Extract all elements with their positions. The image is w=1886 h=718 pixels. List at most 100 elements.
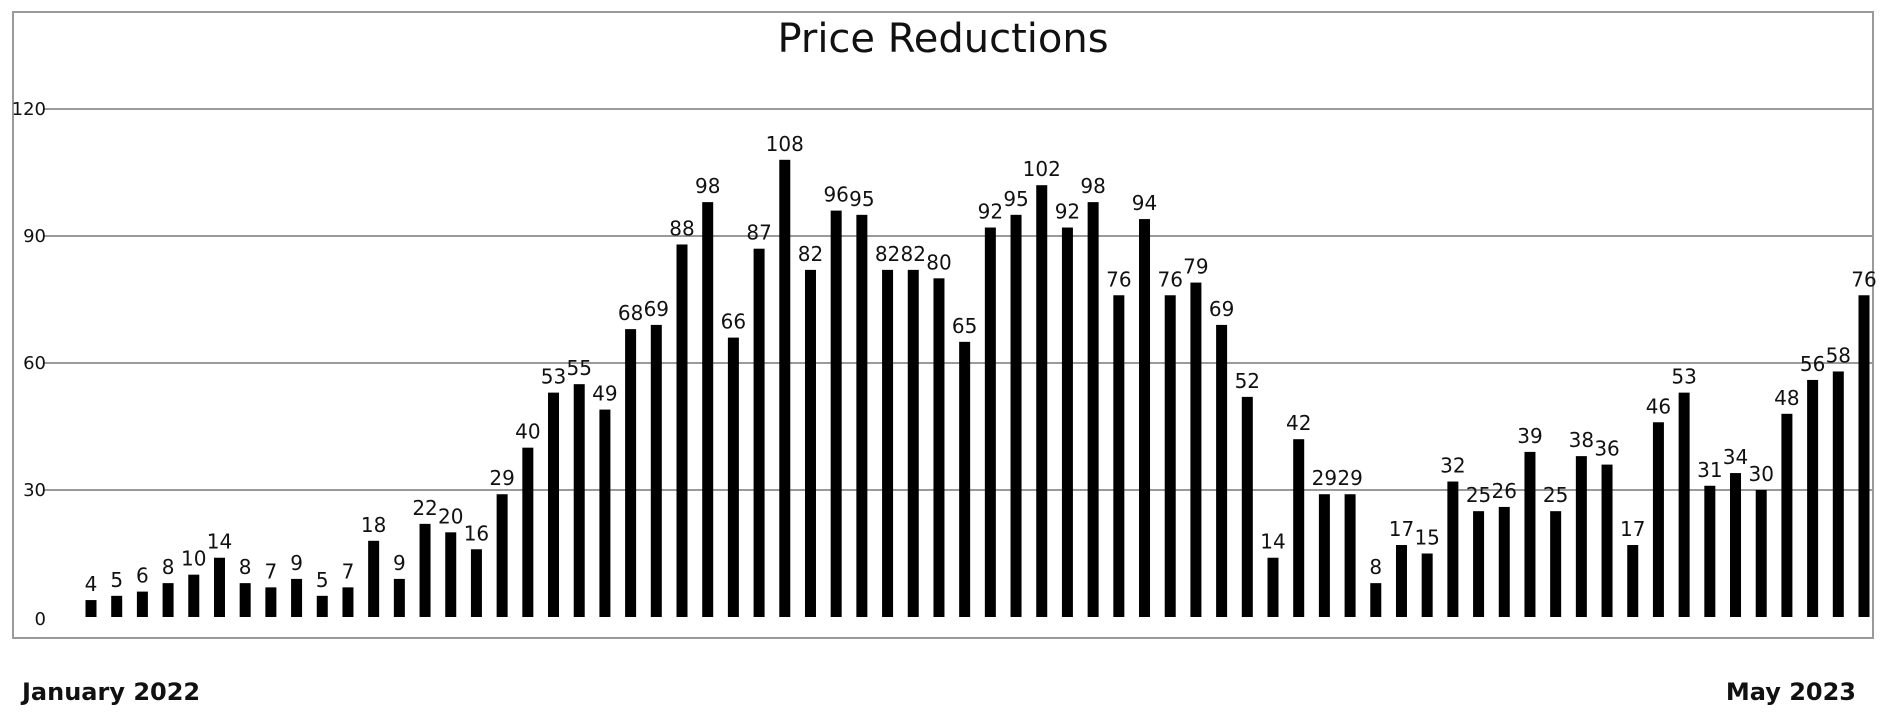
bar — [342, 587, 354, 617]
data-label: 69 — [1209, 297, 1234, 321]
data-label: 98 — [1080, 174, 1105, 198]
y-tick-label: 90 — [23, 226, 46, 247]
data-label: 82 — [798, 242, 823, 266]
bar — [625, 329, 637, 617]
bar — [676, 244, 688, 617]
bar — [1652, 422, 1664, 617]
bar — [1730, 473, 1742, 617]
bar — [445, 532, 457, 617]
data-label: 14 — [207, 530, 232, 554]
bar — [1755, 490, 1767, 617]
data-label: 8 — [162, 555, 175, 579]
bar — [702, 202, 714, 617]
bar — [804, 269, 816, 617]
data-label: 36 — [1594, 437, 1619, 461]
x-axis-end-label: May 2023 — [1725, 678, 1856, 706]
data-label: 76 — [1106, 267, 1131, 291]
data-label: 9 — [290, 551, 303, 575]
x-axis-start-label: January 2022 — [22, 678, 201, 706]
data-label: 82 — [875, 242, 900, 266]
bar — [1524, 451, 1536, 617]
data-label: 25 — [1543, 483, 1568, 507]
bar — [1318, 494, 1330, 617]
grid-lines — [44, 108, 1874, 491]
data-label: 30 — [1748, 462, 1773, 486]
data-label: 42 — [1286, 411, 1311, 435]
data-label: 66 — [721, 310, 746, 334]
data-label: 8 — [239, 555, 252, 579]
bar — [393, 578, 405, 617]
data-label: 96 — [823, 183, 848, 207]
bar — [136, 591, 148, 617]
data-label: 80 — [926, 250, 951, 274]
data-label: 31 — [1697, 458, 1722, 482]
bar — [188, 574, 200, 617]
bar — [959, 341, 971, 617]
bar — [1113, 295, 1125, 617]
bar — [291, 578, 303, 617]
bar — [522, 447, 534, 617]
data-label: 8 — [1369, 555, 1382, 579]
bar — [1061, 227, 1073, 617]
bar — [496, 494, 508, 617]
data-label: 53 — [541, 365, 566, 389]
bar — [239, 583, 251, 617]
bar — [907, 269, 919, 617]
bar — [650, 324, 662, 617]
bar — [1395, 545, 1407, 617]
bar — [162, 583, 174, 617]
bar — [1550, 511, 1562, 617]
data-label: 29 — [489, 466, 514, 490]
data-label: 92 — [978, 200, 1003, 224]
data-label: 29 — [1312, 466, 1337, 490]
data-label: 39 — [1517, 424, 1542, 448]
bar — [1627, 545, 1639, 617]
bar — [1139, 219, 1151, 617]
data-label: 65 — [952, 314, 977, 338]
bar — [1036, 185, 1048, 617]
bar — [1087, 202, 1099, 617]
bar — [548, 392, 560, 617]
data-label: 48 — [1774, 386, 1799, 410]
data-label: 17 — [1620, 517, 1645, 541]
data-label: 102 — [1023, 157, 1061, 181]
bar — [1498, 506, 1510, 617]
data-label: 58 — [1826, 343, 1851, 367]
y-axis-ticks: 0 30 60 90 120 — [12, 99, 46, 630]
data-label: 10 — [181, 547, 206, 571]
data-label: 5 — [110, 568, 123, 592]
data-label: 22 — [412, 496, 437, 520]
data-label: 95 — [1003, 187, 1028, 211]
bar — [727, 337, 739, 617]
data-label: 53 — [1671, 365, 1696, 389]
data-label: 9 — [393, 551, 406, 575]
bar — [1190, 282, 1202, 617]
y-tick-label: 30 — [23, 480, 46, 501]
data-label: 69 — [644, 297, 669, 321]
bar — [419, 523, 431, 617]
bar — [1164, 295, 1176, 617]
data-label: 15 — [1414, 526, 1439, 550]
data-label: 55 — [566, 356, 591, 380]
bar — [753, 248, 765, 617]
data-label: 95 — [849, 187, 874, 211]
bar — [1807, 379, 1819, 617]
bar — [470, 549, 482, 617]
data-label: 14 — [1260, 530, 1285, 554]
data-label: 87 — [746, 221, 771, 245]
y-tick-label: 60 — [23, 353, 46, 374]
bar — [599, 409, 611, 617]
bar — [984, 227, 996, 617]
bars — [85, 159, 1870, 618]
data-label: 94 — [1132, 191, 1157, 215]
bar — [213, 557, 225, 617]
bar — [1241, 396, 1253, 617]
chart-title: Price Reductions — [777, 16, 1108, 62]
data-label: 34 — [1723, 445, 1748, 469]
data-label: 108 — [766, 132, 804, 156]
data-label: 17 — [1389, 517, 1414, 541]
data-label: 40 — [515, 420, 540, 444]
bar — [1704, 485, 1716, 617]
